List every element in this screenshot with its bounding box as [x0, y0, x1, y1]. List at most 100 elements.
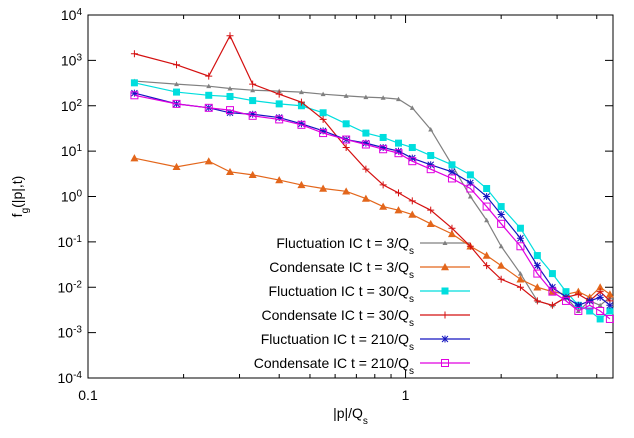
marker [297, 180, 306, 189]
marker [275, 176, 284, 184]
marker [275, 100, 283, 108]
marker [342, 135, 351, 144]
legend-marker [442, 240, 448, 245]
marker [497, 275, 505, 283]
marker [466, 179, 474, 187]
y-tick-label: 10-3 [58, 324, 83, 341]
marker [498, 243, 504, 249]
marker [562, 288, 570, 296]
marker [394, 206, 403, 214]
marker [466, 171, 474, 179]
marker [533, 283, 542, 291]
marker [297, 102, 305, 110]
marker [448, 168, 456, 176]
marker [408, 144, 416, 152]
marker [574, 290, 582, 298]
marker [484, 217, 490, 223]
marker [574, 306, 583, 315]
marker [426, 165, 435, 174]
marker [483, 185, 491, 193]
marker [596, 315, 604, 323]
marker [361, 194, 370, 202]
marker [275, 114, 283, 122]
marker [362, 139, 370, 147]
marker [319, 109, 327, 117]
marker [205, 91, 213, 99]
marker [343, 93, 349, 98]
marker [172, 99, 181, 108]
marker [497, 261, 506, 269]
marker [342, 144, 350, 152]
marker [204, 157, 213, 165]
marker [466, 184, 475, 193]
marker [533, 269, 542, 278]
legend-label: Condensate IC t = 3/Qs [269, 259, 414, 281]
legend-label: Fluctuation IC t = 3/Qs [276, 235, 414, 257]
x-tick-label: 1 [402, 387, 410, 403]
legend-marker [441, 287, 449, 295]
marker [533, 252, 541, 260]
marker [585, 301, 594, 310]
marker [516, 275, 525, 283]
marker [249, 80, 257, 88]
marker [409, 105, 415, 110]
y-tick-label: 10-1 [58, 233, 83, 250]
x-tick-label: 0.1 [78, 387, 98, 403]
marker [319, 127, 327, 135]
marker [226, 32, 234, 40]
marker [379, 133, 387, 141]
marker [466, 242, 474, 250]
marker [204, 103, 213, 112]
marker [606, 307, 614, 315]
marker [408, 157, 417, 166]
marker [517, 271, 523, 276]
marker [174, 81, 180, 87]
marker [379, 145, 388, 154]
marker [130, 89, 138, 97]
legend-marker [441, 335, 449, 343]
marker [596, 306, 605, 315]
marker [250, 87, 256, 93]
marker [275, 115, 284, 124]
marker [427, 206, 435, 214]
marker [408, 210, 417, 218]
marker [605, 314, 614, 323]
legend-marker [441, 359, 449, 367]
y-axis-label: fg(|p|,t) [9, 176, 31, 218]
marker [226, 106, 235, 115]
marker [497, 203, 505, 211]
marker [363, 94, 369, 100]
legend-label: Condensate IC t = 210/Qs [254, 355, 414, 377]
marker [597, 302, 603, 308]
marker [379, 144, 387, 152]
marker [205, 72, 213, 80]
marker [379, 202, 388, 210]
marker [275, 90, 283, 98]
marker [586, 297, 594, 305]
marker [297, 120, 305, 128]
marker [319, 129, 328, 138]
marker [248, 111, 257, 120]
marker [380, 95, 386, 100]
marker [408, 197, 416, 205]
marker [130, 91, 139, 100]
marker [483, 193, 491, 200]
marker [395, 96, 401, 102]
marker [586, 307, 594, 315]
marker [447, 229, 456, 238]
marker [362, 165, 370, 173]
marker [297, 120, 306, 129]
marker [516, 234, 524, 242]
marker [297, 98, 305, 106]
y-tick-label: 102 [61, 97, 83, 114]
marker [248, 170, 257, 179]
marker [561, 296, 570, 305]
legend-marker [441, 311, 449, 319]
marker [427, 161, 435, 169]
y-tick-label: 104 [61, 7, 83, 24]
marker [173, 61, 181, 69]
y-tick-label: 101 [61, 143, 83, 160]
marker [596, 283, 605, 291]
marker [319, 115, 327, 123]
